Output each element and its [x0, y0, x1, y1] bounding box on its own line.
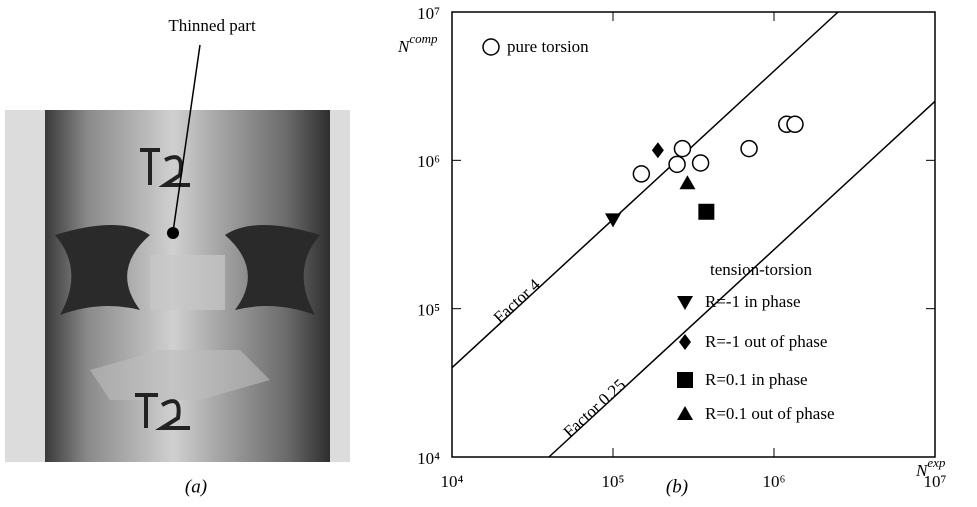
legend-label: R=0.1 in phase: [705, 370, 808, 389]
x-tick-label: 10⁴: [441, 472, 464, 491]
plot-frame: [452, 12, 935, 457]
caption: (a): [185, 476, 207, 497]
legend-label: pure torsion: [507, 37, 589, 56]
y-tick-label: 10⁷: [417, 4, 440, 23]
y-tick-label: 10⁶: [417, 152, 440, 171]
figure: Thinned part (a) (b) Ncomp Nexp tension-…: [0, 0, 977, 502]
marker: [693, 155, 709, 171]
marker: [787, 116, 803, 132]
marker: [741, 141, 757, 157]
marker: [679, 175, 695, 189]
annotation: Thinned part: [168, 16, 256, 35]
legend-label: R=-1 in phase: [705, 292, 801, 311]
y-tick-label: 10⁴: [417, 449, 440, 468]
caption: (b): [666, 476, 688, 497]
marker: [633, 166, 649, 182]
marker: [669, 156, 685, 172]
marker: [677, 296, 693, 310]
legend-label: R=-1 out of phase: [705, 332, 827, 351]
y-axis-label-sup: comp: [409, 31, 438, 46]
legend-label: R=0.1 out of phase: [705, 404, 835, 423]
y-axis-label: Ncomp: [397, 31, 438, 56]
y-tick-label: 10⁵: [417, 301, 440, 320]
marker: [652, 142, 664, 158]
photo: [5, 45, 350, 462]
marker: [698, 204, 714, 220]
reference-line-label: Factor 0.25: [560, 375, 630, 441]
marker: [677, 372, 693, 388]
reference-line-label: Factor 4: [490, 275, 545, 327]
x-tick-label: 10⁷: [924, 472, 947, 491]
marker: [677, 406, 693, 420]
x-tick-label: 10⁶: [763, 472, 786, 491]
marker: [483, 39, 499, 55]
x-tick-label: 10⁵: [602, 472, 625, 491]
legend-title: tension-torsion: [710, 260, 812, 279]
marker: [674, 141, 690, 157]
